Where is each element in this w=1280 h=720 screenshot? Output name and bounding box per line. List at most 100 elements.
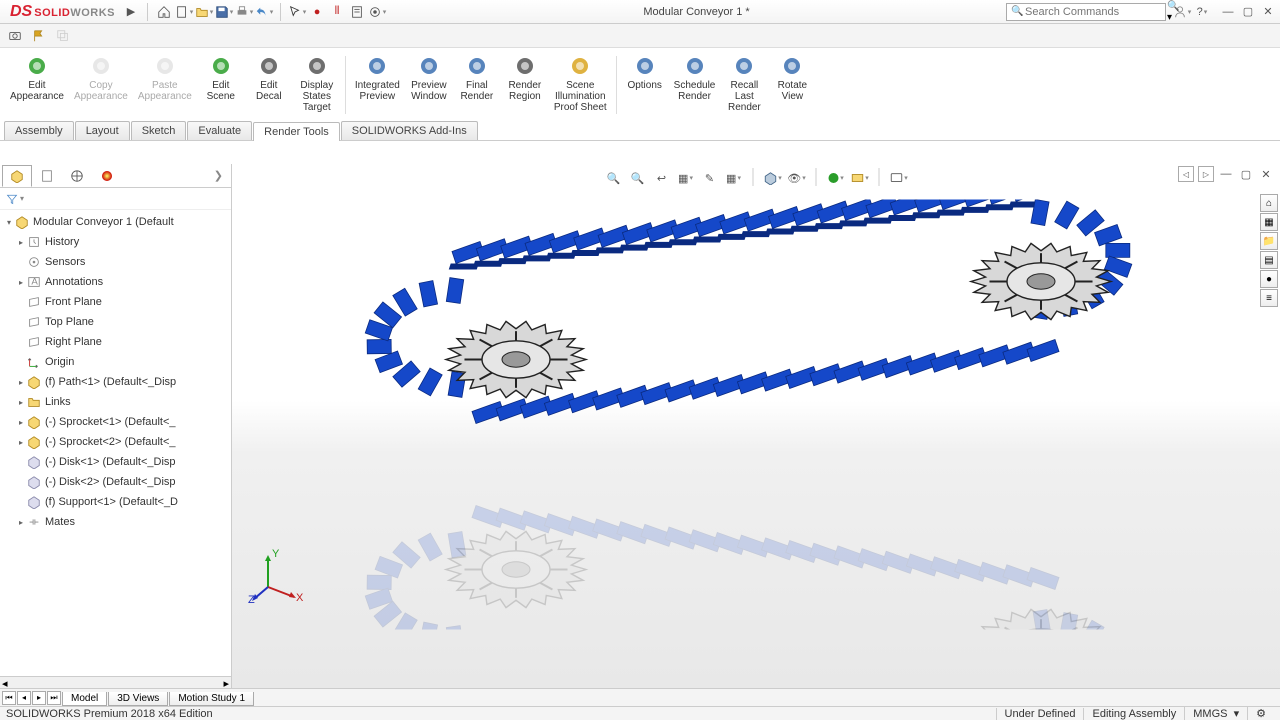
zoom-fit-icon[interactable]: 🔍 xyxy=(603,168,625,188)
ribbon-tab-solidworks-add-ins[interactable]: SOLIDWORKS Add-Ins xyxy=(341,121,478,140)
bottom-tab-motion-study-1[interactable]: Motion Study 1 xyxy=(169,692,254,706)
tree-tab-property[interactable] xyxy=(32,165,62,187)
save-icon[interactable] xyxy=(214,2,234,22)
tree-item[interactable]: (-) Disk<2> (Default<_Disp xyxy=(0,472,231,492)
rail-appearances-icon[interactable]: ● xyxy=(1260,270,1278,288)
ribbon-tab-render-tools[interactable]: Render Tools xyxy=(253,122,340,141)
search-go-icon[interactable]: 🔍▾ xyxy=(1167,1,1179,23)
select-icon[interactable] xyxy=(287,2,307,22)
minimize-button[interactable]: — xyxy=(1220,4,1236,20)
tree-item[interactable]: (-) Disk<1> (Default<_Disp xyxy=(0,452,231,472)
rail-design-lib-icon[interactable]: ▦ xyxy=(1260,213,1278,231)
vp-restore-right-icon[interactable]: ▷ xyxy=(1198,166,1214,182)
flag-record-icon[interactable] xyxy=(30,27,48,45)
bottom-tab-3d-views[interactable]: 3D Views xyxy=(108,692,168,706)
ribbon-tab-assembly[interactable]: Assembly xyxy=(4,121,74,140)
hide-show-icon[interactable]: 👁 xyxy=(786,168,808,188)
bottom-tab-model[interactable]: Model xyxy=(62,692,107,706)
tab-nav-first[interactable]: ⏮ xyxy=(2,691,16,705)
view-orient-icon[interactable]: ▦ xyxy=(723,168,745,188)
copy-view-icon[interactable] xyxy=(54,27,72,45)
status-cog-icon[interactable]: ⚙ xyxy=(1247,707,1274,720)
maximize-button[interactable]: ▢ xyxy=(1240,4,1256,20)
part-icon xyxy=(26,494,42,510)
ribbon-edit-scene-button[interactable]: Edit Scene xyxy=(198,52,244,118)
help-icon[interactable]: ? xyxy=(1192,2,1212,22)
tree-item[interactable]: ▸AAnnotations xyxy=(0,272,231,292)
tree-item[interactable]: Front Plane xyxy=(0,292,231,312)
screen-capture-icon[interactable] xyxy=(6,27,24,45)
paste-appearance-icon xyxy=(153,54,177,78)
vp-maximize-button[interactable]: ▢ xyxy=(1238,166,1254,182)
tree-item[interactable]: ▸(-) Sprocket<2> (Default<_ xyxy=(0,432,231,452)
tab-nav-last[interactable]: ⏭ xyxy=(47,691,61,705)
tree-item[interactable]: Right Plane xyxy=(0,332,231,352)
new-icon[interactable] xyxy=(174,2,194,22)
rail-file-explorer-icon[interactable]: 📁 xyxy=(1260,232,1278,250)
ribbon-proof-sheet-button[interactable]: Scene Illumination Proof Sheet xyxy=(550,52,611,118)
appearance-icon[interactable] xyxy=(825,168,847,188)
search-input[interactable] xyxy=(1009,6,1167,18)
section-view-icon[interactable]: ▦ xyxy=(675,168,697,188)
undo-icon[interactable] xyxy=(254,2,274,22)
rail-view-palette-icon[interactable]: ▤ xyxy=(1260,251,1278,269)
tree-root[interactable]: ▾Modular Conveyor 1 (Default xyxy=(0,212,231,232)
rail-custom-props-icon[interactable]: ≡ xyxy=(1260,289,1278,307)
tab-nav-prev[interactable]: ◂ xyxy=(17,691,31,705)
tree-item[interactable]: (f) Support<1> (Default<_D xyxy=(0,492,231,512)
print-icon[interactable] xyxy=(234,2,254,22)
tree-tab-display[interactable] xyxy=(92,165,122,187)
tree-item[interactable]: Top Plane xyxy=(0,312,231,332)
tree-tab-config[interactable] xyxy=(62,165,92,187)
tree-item[interactable]: ▸(-) Sprocket<1> (Default<_ xyxy=(0,412,231,432)
tree-collapse-button[interactable]: ❯ xyxy=(208,169,229,182)
tree-item[interactable]: Origin xyxy=(0,352,231,372)
ribbon-render-region-button[interactable]: Render Region xyxy=(502,52,548,118)
prev-view-icon[interactable]: ↩ xyxy=(651,168,673,188)
display-style-icon[interactable] xyxy=(762,168,784,188)
ribbon-display-states-button[interactable]: Display States Target xyxy=(294,52,340,118)
tree-tab-feature[interactable] xyxy=(2,165,32,187)
scene-icon[interactable] xyxy=(849,168,871,188)
search-commands[interactable]: 🔍 🔍▾ xyxy=(1006,3,1166,21)
close-button[interactable]: ✕ xyxy=(1260,4,1276,20)
ribbon-preview-window-button[interactable]: Preview Window xyxy=(406,52,452,118)
ribbon-rotate-view-button[interactable]: Rotate View xyxy=(769,52,815,118)
tree-item[interactable]: ▸History xyxy=(0,232,231,252)
rebuild-all-icon[interactable]: ⦀ xyxy=(327,2,347,22)
vp-minimize-button[interactable]: — xyxy=(1218,166,1234,182)
tree-item[interactable]: ▸(f) Path<1> (Default<_Disp xyxy=(0,372,231,392)
graphics-viewport[interactable]: 🔍 🔍 ↩ ▦ ✎ ▦ 👁 ◁ ▷ — ▢ ✕ ⌂ ▦ 📁 ▤ xyxy=(232,164,1280,690)
home-icon[interactable] xyxy=(154,2,174,22)
ribbon-recall-render-button[interactable]: Recall Last Render xyxy=(721,52,767,118)
flyout-icon[interactable]: ▶ xyxy=(121,2,141,22)
rotate-view-icon xyxy=(780,54,804,78)
rebuild-icon[interactable]: ● xyxy=(307,2,327,22)
tab-nav-next[interactable]: ▸ xyxy=(32,691,46,705)
ribbon-tab-layout[interactable]: Layout xyxy=(75,121,130,140)
ribbon-tab-sketch[interactable]: Sketch xyxy=(131,121,187,140)
rail-home-icon[interactable]: ⌂ xyxy=(1260,194,1278,212)
options-icon[interactable] xyxy=(367,2,387,22)
ribbon-final-render-button[interactable]: Final Render xyxy=(454,52,500,118)
annotations-icon: A xyxy=(26,274,42,290)
orientation-triad[interactable]: Y X Z xyxy=(248,547,308,610)
zoom-area-icon[interactable]: 🔍 xyxy=(627,168,649,188)
status-units[interactable]: MMGS ▾ xyxy=(1184,707,1247,720)
ribbon-schedule-render-button[interactable]: Schedule Render xyxy=(670,52,720,118)
tree-filter-bar[interactable]: ▾ xyxy=(0,188,231,210)
ribbon-integrated-preview-button[interactable]: Integrated Preview xyxy=(351,52,404,118)
ribbon-options-button[interactable]: Options xyxy=(622,52,668,118)
ribbon-edit-decal-button[interactable]: Edit Decal xyxy=(246,52,292,118)
dynamic-ann-icon[interactable]: ✎ xyxy=(699,168,721,188)
vp-restore-left-icon[interactable]: ◁ xyxy=(1178,166,1194,182)
doc-props-icon[interactable] xyxy=(347,2,367,22)
open-icon[interactable] xyxy=(194,2,214,22)
vp-close-button[interactable]: ✕ xyxy=(1258,166,1274,182)
tree-item[interactable]: ▸Links xyxy=(0,392,231,412)
ribbon-tab-evaluate[interactable]: Evaluate xyxy=(187,121,252,140)
tree-item[interactable]: ▸Mates xyxy=(0,512,231,532)
ribbon-edit-appearance-button[interactable]: Edit Appearance xyxy=(6,52,68,118)
view-settings-icon[interactable] xyxy=(888,168,910,188)
tree-item[interactable]: Sensors xyxy=(0,252,231,272)
